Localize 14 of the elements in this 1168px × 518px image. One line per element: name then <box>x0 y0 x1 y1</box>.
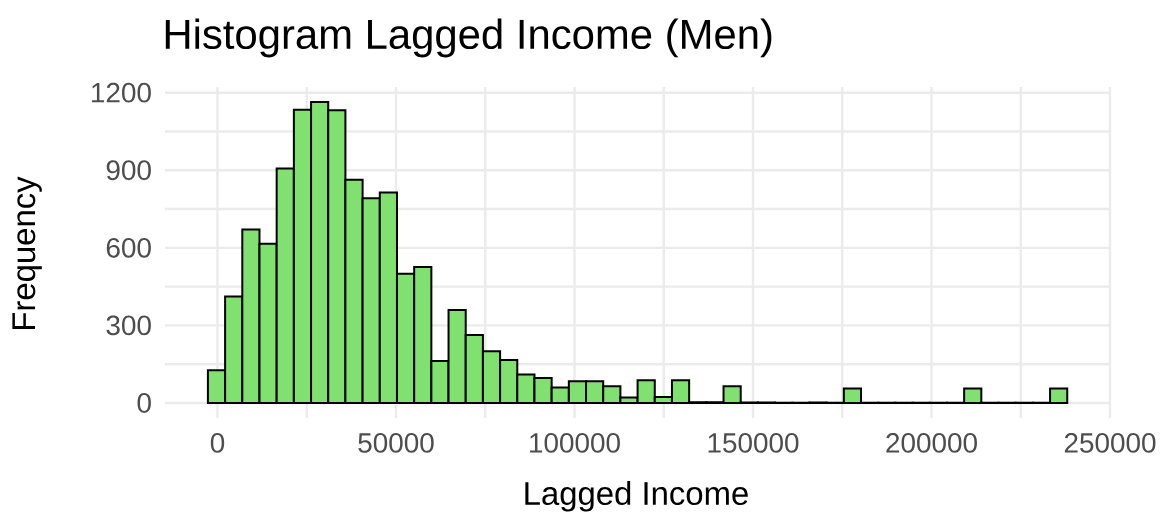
y-tick-label: 300 <box>106 315 151 336</box>
x-tick-label: 150000 <box>708 433 799 453</box>
x-axis-title: Lagged Income <box>525 480 748 512</box>
x-tick-label: 200000 <box>886 433 977 453</box>
y-axis-title: Frequency <box>12 176 42 329</box>
y-tick-label: 900 <box>106 160 151 181</box>
chart-title: Histogram Lagged Income (Men) <box>165 18 772 58</box>
x-tick-label: 250000 <box>1064 433 1156 453</box>
x-tick-label: 100000 <box>530 433 620 453</box>
y-tick-label: 0 <box>137 393 151 413</box>
x-tick-label: 0 <box>210 433 225 453</box>
y-tick-label: 1200 <box>92 82 151 103</box>
y-tick-label: 600 <box>106 237 151 258</box>
x-tick-label: 50000 <box>358 433 434 453</box>
